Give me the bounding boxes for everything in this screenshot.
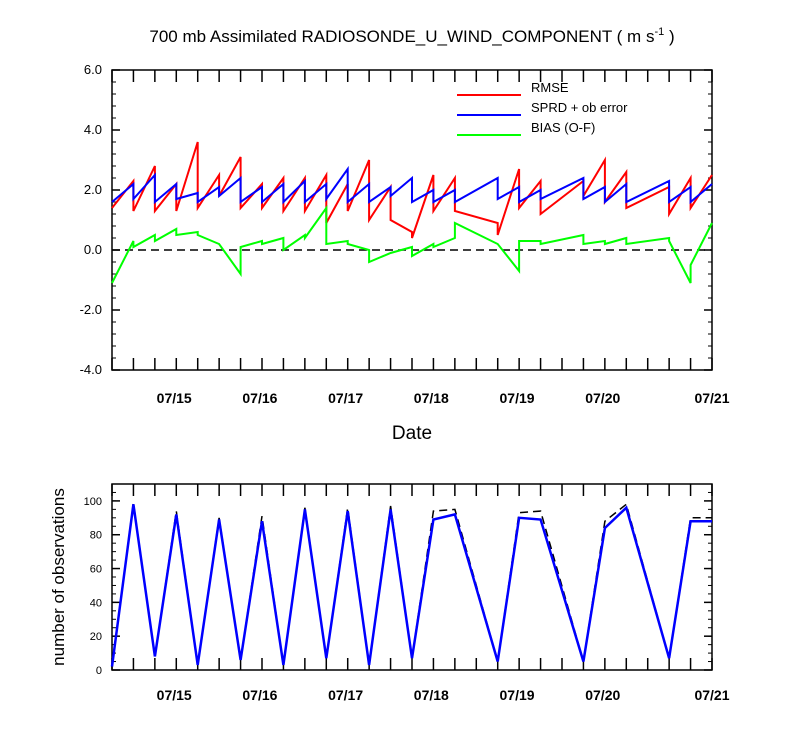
bottom-y-tick-label: 0: [96, 665, 102, 677]
top-y-tick-label: 0.0: [84, 242, 102, 257]
top-plot-frame: [111, 69, 713, 371]
chart-title: 700 mb Assimilated RADIOSONDE_U_WIND_COM…: [149, 26, 674, 46]
bottom-x-tick-label: 07/20: [585, 687, 620, 703]
top-y-tick-label: -2.0: [80, 302, 102, 317]
top-x-tick-label: 07/21: [694, 390, 729, 406]
top-y-tick-label: 4.0: [84, 122, 102, 137]
chart-title-main: 700 mb Assimilated RADIOSONDE_U_WIND_COM…: [149, 27, 654, 46]
top-series-bias-o-f: [111, 204, 713, 284]
bottom-y-axis-label: number of observations: [49, 488, 68, 666]
top-x-tick-label: 07/18: [414, 390, 449, 406]
bottom-x-tick-label: 07/15: [157, 687, 192, 703]
top-x-tick-label: 07/19: [500, 390, 535, 406]
bottom-y-tick-label: 100: [84, 496, 102, 508]
legend-label-sprd-ob-error: SPRD + ob error: [531, 100, 628, 115]
bottom-x-tick-label: 07/18: [414, 687, 449, 703]
top-series-sprd-ob-error: [111, 165, 713, 205]
legend-label-bias-o-f: BIAS (O-F): [531, 120, 595, 135]
top-y-tick-label: 2.0: [84, 182, 102, 197]
top-chart: -4.0-2.00.02.04.06.0 07/15 07/16 07/17 07/1…: [80, 62, 730, 444]
top-series-group: [111, 141, 713, 284]
chart-title-close: ): [664, 27, 674, 46]
bottom-y-tick-label: 60: [90, 564, 102, 576]
bottom-series-assimilated: [110, 504, 712, 667]
top-x-tick-label: 07/15: [157, 390, 192, 406]
top-x-tick-label: 07/16: [242, 390, 277, 406]
bottom-x-tick-label: 07/16: [242, 687, 277, 703]
bottom-y-axis: 0 20 40 60 80 100: [84, 483, 712, 677]
bottom-series-group: [110, 502, 712, 667]
bottom-x-tick-label: 07/21: [694, 687, 729, 703]
bottom-x-axis: 07/15 07/16 07/17 07/18 07/19 07/20 07/21: [111, 484, 730, 703]
x-axis-label: Date: [392, 423, 432, 444]
top-y-tick-label: 6.0: [84, 62, 102, 77]
legend: RMSE SPRD + ob error BIAS (O-F): [457, 80, 628, 136]
top-y-tick-label: -4.0: [80, 362, 102, 377]
top-y-axis: -4.0 -2.0 0.0 2.0 4.0 6.0: [80, 62, 712, 377]
top-x-axis: 07/15 07/16 07/17 07/18 07/19 07/20 07/21: [111, 70, 730, 406]
bottom-y-tick-label: 20: [90, 631, 102, 643]
bottom-y-tick-label: 40: [90, 597, 102, 609]
top-x-tick-label: 07/20: [585, 390, 620, 406]
bottom-x-tick-label: 07/17: [328, 687, 363, 703]
legend-label-rmse: RMSE: [531, 80, 569, 95]
bottom-y-tick-label: 80: [90, 530, 102, 542]
chart-title-superscript: -1: [654, 26, 664, 38]
top-series-rmse: [111, 141, 713, 239]
top-x-tick-label: 07/17: [328, 390, 363, 406]
bottom-x-tick-label: 07/19: [500, 687, 535, 703]
